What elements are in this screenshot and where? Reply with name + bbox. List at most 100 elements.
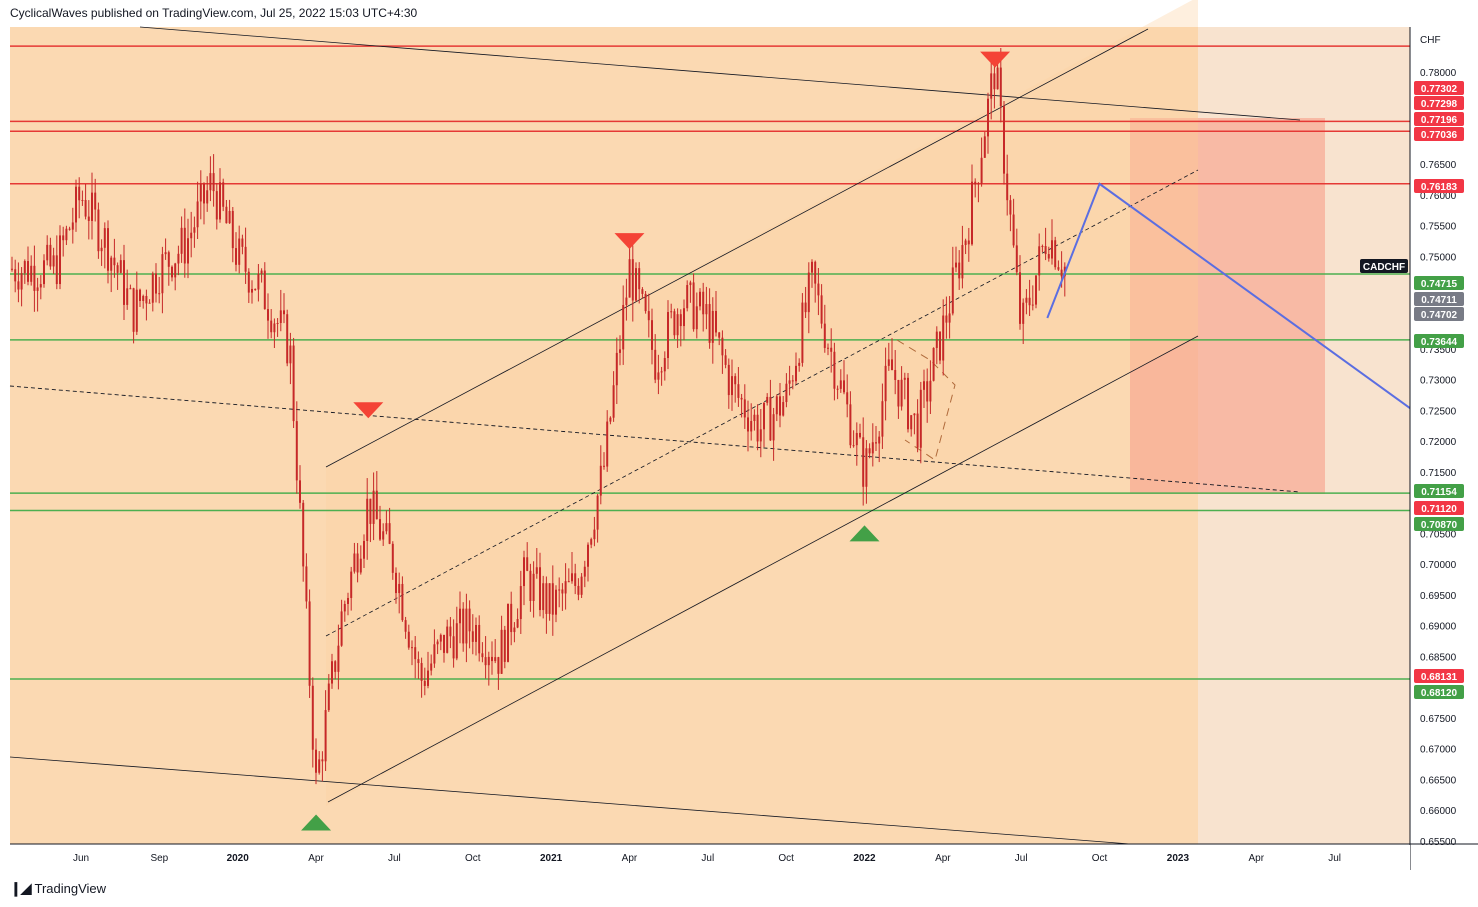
price-label-3: 0.77036 bbox=[1421, 130, 1458, 141]
x-tick-label-6: 2021 bbox=[540, 853, 563, 864]
zone-projection bbox=[1130, 118, 1325, 494]
price-label-0: 0.77302 bbox=[1421, 84, 1458, 95]
candle-body bbox=[859, 432, 861, 438]
candle-body bbox=[500, 629, 503, 674]
candle-body bbox=[548, 583, 551, 614]
candle-body bbox=[894, 370, 897, 380]
candle-body bbox=[478, 624, 481, 654]
candle-body bbox=[401, 583, 404, 621]
zone-orange bbox=[10, 27, 1198, 844]
candle-body bbox=[247, 271, 250, 293]
candle-body bbox=[695, 306, 698, 330]
candle-body bbox=[721, 337, 724, 356]
candle-body bbox=[628, 259, 631, 298]
candle-body bbox=[145, 295, 148, 304]
candle-body bbox=[337, 645, 340, 672]
candle-body bbox=[871, 442, 874, 454]
candle-body bbox=[238, 238, 241, 265]
candles bbox=[11, 47, 1066, 785]
candle-body bbox=[318, 759, 321, 773]
candle-body bbox=[673, 311, 676, 336]
candle-body bbox=[891, 359, 893, 371]
candle-body bbox=[119, 260, 122, 273]
candle-body bbox=[84, 200, 87, 217]
up-arrow-icon-4 bbox=[301, 814, 332, 831]
candle-body bbox=[155, 273, 157, 294]
candle-body bbox=[529, 570, 532, 601]
price-axis-panel bbox=[1410, 27, 1478, 844]
candle-body bbox=[958, 262, 961, 279]
x-tick-label-8: Jul bbox=[701, 853, 714, 864]
candle-body bbox=[766, 396, 769, 403]
y-tick-label-12: 0.69500 bbox=[1420, 591, 1457, 602]
candle-body bbox=[929, 380, 932, 402]
candle-body bbox=[663, 358, 666, 372]
candle-body bbox=[625, 297, 628, 305]
candle-body bbox=[795, 365, 797, 382]
candle-body bbox=[135, 289, 138, 332]
candle-body bbox=[414, 647, 417, 660]
candle-body bbox=[855, 432, 858, 446]
candle-body bbox=[862, 437, 865, 487]
candle-body bbox=[283, 310, 285, 315]
candle-body bbox=[1035, 275, 1037, 305]
candle-body bbox=[404, 620, 407, 632]
price-label-box-4 bbox=[1414, 179, 1464, 193]
candle-body bbox=[657, 372, 660, 380]
y-tick-label-8: 0.72000 bbox=[1420, 437, 1457, 448]
price-label-2: 0.77196 bbox=[1421, 115, 1458, 126]
down-arrow-icon-0 bbox=[980, 51, 1011, 68]
candle-body bbox=[366, 498, 369, 541]
candle-body bbox=[1025, 297, 1028, 303]
candle-body bbox=[564, 581, 567, 594]
y-tick-label-16: 0.67000 bbox=[1420, 745, 1457, 756]
price-label-box-12 bbox=[1414, 517, 1464, 531]
candle-body bbox=[446, 626, 449, 653]
y-tick-label-14: 0.68500 bbox=[1420, 652, 1457, 663]
down-arrow-icon-1 bbox=[614, 233, 645, 250]
candle-body bbox=[843, 380, 845, 393]
candle-body bbox=[577, 585, 580, 595]
candle-body bbox=[1006, 173, 1009, 201]
candle-body bbox=[439, 634, 442, 642]
candle-body bbox=[622, 304, 625, 350]
upper-wedge-line bbox=[139, 26, 1301, 121]
candle-body bbox=[635, 268, 637, 301]
candle-body bbox=[251, 288, 253, 293]
channel-mid-line bbox=[325, 169, 1199, 637]
candle-body bbox=[430, 663, 433, 671]
signal-markers bbox=[301, 51, 1011, 831]
candle-body bbox=[443, 634, 445, 653]
candle-body bbox=[993, 73, 996, 90]
footer: ❙◢ TradingView bbox=[10, 880, 106, 897]
candle-body bbox=[113, 257, 116, 266]
candle-body bbox=[97, 209, 100, 252]
x-tick-label-11: Apr bbox=[935, 853, 951, 864]
candle-body bbox=[990, 73, 993, 99]
candle-body bbox=[606, 421, 609, 467]
candle-body bbox=[827, 347, 829, 349]
candle-body bbox=[718, 332, 721, 338]
candle-body bbox=[391, 543, 394, 573]
channel-upper-line bbox=[325, 28, 1149, 468]
candle-body bbox=[651, 320, 653, 350]
candle-body bbox=[689, 282, 692, 286]
candle-body bbox=[395, 572, 397, 594]
candle-body bbox=[78, 186, 81, 201]
trend-lines bbox=[9, 26, 1301, 845]
candle-body bbox=[203, 183, 205, 204]
candle-body bbox=[231, 210, 234, 249]
candle-body bbox=[526, 557, 529, 571]
candle-body bbox=[641, 289, 644, 294]
candle-body bbox=[971, 181, 973, 245]
candle-body bbox=[1047, 254, 1050, 259]
candle-body bbox=[756, 414, 759, 442]
candle-body bbox=[647, 311, 650, 321]
candle-body bbox=[1022, 302, 1025, 324]
x-tick-label-3: Apr bbox=[308, 853, 324, 864]
candle-body bbox=[260, 270, 263, 274]
y-tick-label-2: 0.76000 bbox=[1420, 191, 1457, 202]
candle-body bbox=[539, 567, 541, 611]
candle-body bbox=[679, 314, 682, 327]
